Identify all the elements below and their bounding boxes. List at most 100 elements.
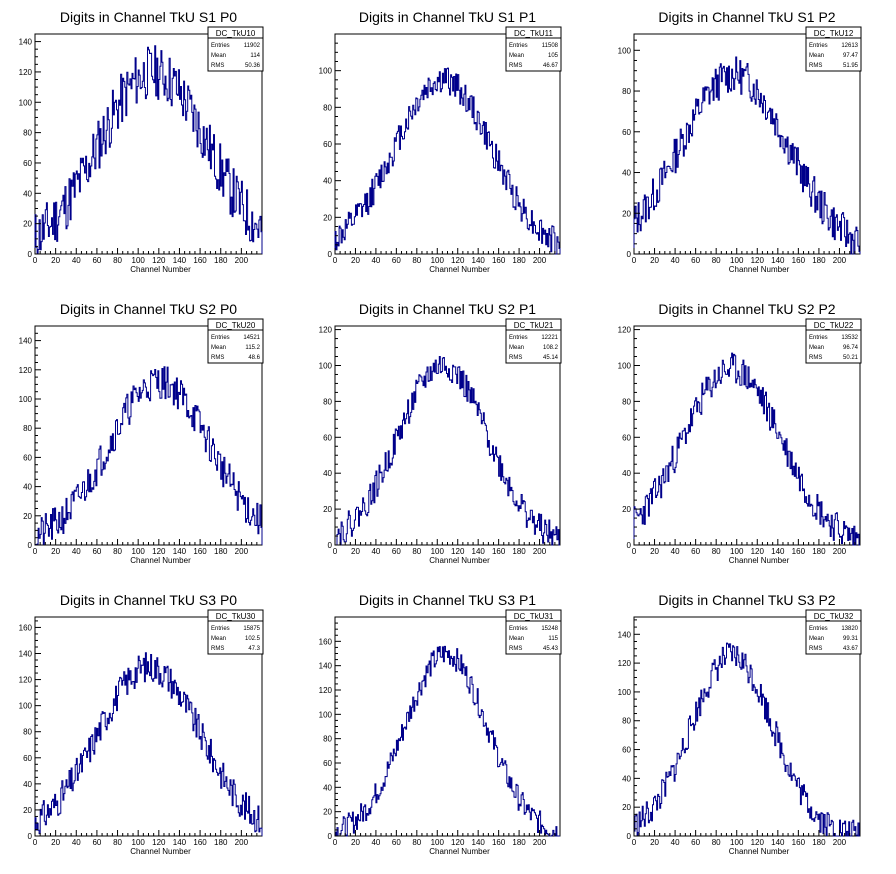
x-axis-label: Channel Number [130,847,191,856]
y-tick-label: 0 [627,541,632,550]
stats-box [805,26,862,72]
y-tick-label: 40 [23,780,32,789]
y-tick-label: 120 [618,326,632,335]
histogram-line [633,642,860,837]
y-tick-label: 100 [319,67,333,76]
stats-name: DC_TkU12 [814,29,854,38]
y-tick-label: 40 [622,774,631,783]
x-tick-label: 100 [431,547,445,556]
stats-value: 45.43 [543,646,559,652]
y-tick-label: 40 [23,189,32,198]
x-tick-label: 20 [650,838,659,847]
stats-box [505,609,562,655]
y-tick-label: 80 [323,397,332,406]
panel-title: Digits in Channel TkU S1 P0 [60,9,237,25]
stats-value: 99.31 [843,636,859,642]
histogram-line [34,652,263,836]
x-tick-label: 100 [730,838,744,847]
x-tick-label: 120 [751,838,765,847]
y-tick-label: 160 [319,637,333,646]
x-tick-label: 20 [51,838,60,847]
histogram-panel: Digits in Channel TkU S3 P0 0 20 40 60 80 100 1… [19,592,264,856]
x-tick-label: 120 [152,547,166,556]
x-tick-label: 140 [771,838,785,847]
stats-label: Entries [211,43,230,49]
stats-label: RMS [509,646,522,652]
x-tick-label: 20 [51,547,60,556]
stats-box [805,609,862,655]
panel-title: Digits in Channel TkU S2 P0 [60,301,237,317]
y-tick-label: 80 [323,103,332,112]
x-tick-label: 140 [472,838,486,847]
x-axis-label: Channel Number [130,265,191,274]
y-tick-label: 40 [622,469,631,478]
stats-value: 50.36 [245,63,261,69]
x-axis-label: Channel Number [429,265,490,274]
stats-box [505,26,562,72]
x-tick-label: 40 [371,547,380,556]
stats-label: Mean [211,636,226,642]
histogram-line [34,45,263,255]
y-tick-label: 0 [627,250,632,259]
y-tick-label: 120 [319,686,333,695]
x-tick-label: 20 [650,256,659,265]
x-tick-label: 120 [751,256,765,265]
stats-value: 114 [250,53,260,59]
x-tick-label: 100 [132,838,146,847]
stats-label: RMS [509,355,522,361]
x-tick-label: 140 [472,547,486,556]
stats-value: 12613 [841,43,858,49]
x-tick-label: 40 [671,547,680,556]
stats-value: 115 [548,636,558,642]
x-tick-label: 140 [771,547,785,556]
x-tick-label: 100 [431,838,445,847]
histogram-line [335,356,560,546]
x-tick-label: 120 [451,547,465,556]
y-tick-label: 20 [622,803,631,812]
x-tick-label: 0 [632,547,637,556]
x-tick-label: 0 [333,547,338,556]
y-tick-label: 100 [618,46,632,55]
x-axis-label: Channel Number [429,556,490,565]
stats-label: Mean [809,345,824,351]
stats-label: Mean [509,636,524,642]
x-tick-label: 40 [72,547,81,556]
x-tick-label: 80 [712,547,721,556]
x-tick-label: 0 [33,256,38,265]
x-tick-label: 0 [333,256,338,265]
y-tick-label: 60 [323,759,332,768]
x-tick-label: 40 [671,838,680,847]
stats-value: 45.14 [543,355,559,361]
stats-label: RMS [211,646,224,652]
x-tick-label: 100 [730,547,744,556]
y-tick-label: 100 [319,710,333,719]
x-tick-label: 60 [691,838,700,847]
stats-value: 13532 [841,335,858,341]
histogram-line [334,645,560,837]
histogram-panel: Digits in Channel TkU S2 P0 0 20 40 60 80 100 1… [19,301,264,565]
x-tick-label: 180 [214,838,228,847]
histogram-panel: Digits in Channel TkU S2 P2 0 20 40 60 80 100 1… [618,301,862,565]
stats-name: DC_TkU21 [514,321,554,330]
stats-label: Mean [509,345,524,351]
x-tick-label: 80 [712,256,721,265]
stats-label: Mean [509,53,524,59]
stats-label: Entries [509,335,528,341]
y-tick-label: 80 [323,735,332,744]
histogram-panel: Digits in Channel TkU S1 P2 0 20 40 60 80 100 1… [618,9,862,274]
y-tick-label: 40 [23,483,32,492]
histogram-line [334,67,561,255]
x-tick-label: 160 [193,547,207,556]
y-tick-label: 40 [323,783,332,792]
x-tick-label: 200 [235,256,249,265]
stats-value: 46.67 [543,63,559,69]
y-tick-label: 100 [618,688,632,697]
x-tick-label: 140 [173,838,187,847]
x-tick-label: 140 [173,256,187,265]
stats-label: Mean [809,53,824,59]
histogram-panel: Digits in Channel TkU S2 P1 0 20 40 60 80 100 1… [319,301,562,565]
histogram-line [633,352,860,546]
x-tick-label: 60 [392,256,401,265]
x-tick-label: 180 [214,547,228,556]
x-tick-label: 100 [431,256,445,265]
